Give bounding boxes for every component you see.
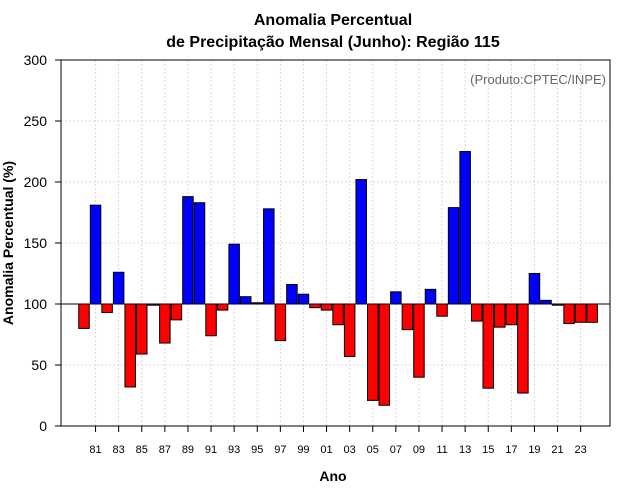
x-tick-label: 89 [182, 444, 194, 456]
chart-title: Anomalia Percentual [254, 12, 412, 29]
x-tick-label: 07 [390, 444, 402, 456]
bar-97 [274, 303, 287, 342]
x-tick-label: 23 [575, 444, 587, 456]
bar-11 [436, 303, 448, 317]
bar-81 [89, 204, 102, 305]
bar-03 [343, 303, 356, 357]
x-tick-label: 81 [89, 444, 101, 456]
bar-93 [228, 243, 240, 305]
x-tick-label: 01 [320, 444, 332, 456]
bar-90 [193, 202, 206, 305]
x-tick-label: 87 [159, 444, 171, 456]
chart-subtitle: de Precipitação Mensal (Junho): Região 1… [166, 34, 500, 51]
bar-24 [586, 303, 598, 323]
bar-89 [182, 196, 194, 305]
x-tick-label: 95 [251, 444, 263, 456]
y-axis-label: Anomalia Percentual (%) [0, 161, 16, 325]
y-tick-label: 250 [24, 113, 48, 129]
x-tick-label: 97 [274, 444, 286, 456]
bar-15 [482, 303, 494, 389]
x-tick-label: 85 [136, 444, 148, 456]
bar-12 [447, 207, 460, 305]
bar-92 [216, 303, 229, 311]
x-tick-label: 09 [413, 444, 425, 456]
bar-85 [136, 303, 148, 355]
bar-16 [494, 303, 506, 328]
bar-99 [297, 293, 310, 305]
y-tick-label: 150 [24, 235, 48, 251]
x-tick-label: 15 [482, 444, 494, 456]
bar-02 [332, 303, 344, 326]
x-tick-label: 91 [205, 444, 217, 456]
bar-13 [459, 151, 471, 305]
x-axis-label: Ano [319, 468, 346, 484]
bar-08 [401, 303, 414, 331]
x-tick-label: 03 [344, 444, 356, 456]
bar-88 [170, 303, 183, 321]
bar-80 [78, 303, 90, 329]
bar-04 [355, 179, 367, 305]
x-tick-label: 05 [367, 444, 379, 456]
x-tick-label: 17 [505, 444, 517, 456]
bar-91 [205, 303, 217, 337]
x-tick-label: 11 [436, 444, 447, 456]
y-tick-label: 200 [24, 174, 48, 190]
x-tick-label: 19 [528, 444, 540, 456]
bar-84 [124, 303, 136, 388]
x-tick-label: 83 [113, 444, 125, 456]
bar-06 [378, 303, 391, 406]
bars [78, 151, 598, 406]
bar-01 [320, 303, 333, 311]
y-tick-label: 100 [24, 296, 48, 312]
x-tick-label: 13 [459, 444, 471, 456]
y-tick-label: 0 [39, 418, 47, 434]
plot-frame [60, 59, 611, 427]
bar-82 [101, 303, 113, 314]
bar-07 [390, 291, 402, 305]
bar-19 [528, 273, 541, 305]
bar-83 [112, 271, 125, 305]
bar-98 [286, 283, 298, 305]
bar-22 [563, 303, 575, 325]
y-tick-label: 300 [24, 52, 48, 68]
bar-87 [159, 303, 171, 344]
y-tick-label: 50 [31, 357, 47, 373]
bar-05 [367, 303, 379, 401]
bar-23 [574, 303, 587, 323]
x-axis: 81 83 85 87 89 91 93 95 97 99 01 03 05 07 09 11 13 15 17 19… [89, 426, 587, 456]
bar-96 [263, 208, 275, 305]
bar-00 [309, 303, 321, 309]
bar-17 [505, 303, 518, 326]
credit-label: (Produto:CPTEC/INPE) [470, 72, 606, 87]
bar-14 [470, 303, 483, 322]
bar-94 [239, 296, 252, 305]
x-tick-label: 21 [551, 444, 563, 456]
y-axis: 0 50 100 150 200 250 300 [24, 52, 61, 434]
bar-10 [424, 288, 437, 305]
bar-18 [517, 303, 529, 394]
bar-20 [540, 299, 552, 305]
bar-09 [413, 303, 425, 378]
x-tick-label: 99 [297, 444, 309, 456]
x-tick-label: 93 [228, 444, 240, 456]
